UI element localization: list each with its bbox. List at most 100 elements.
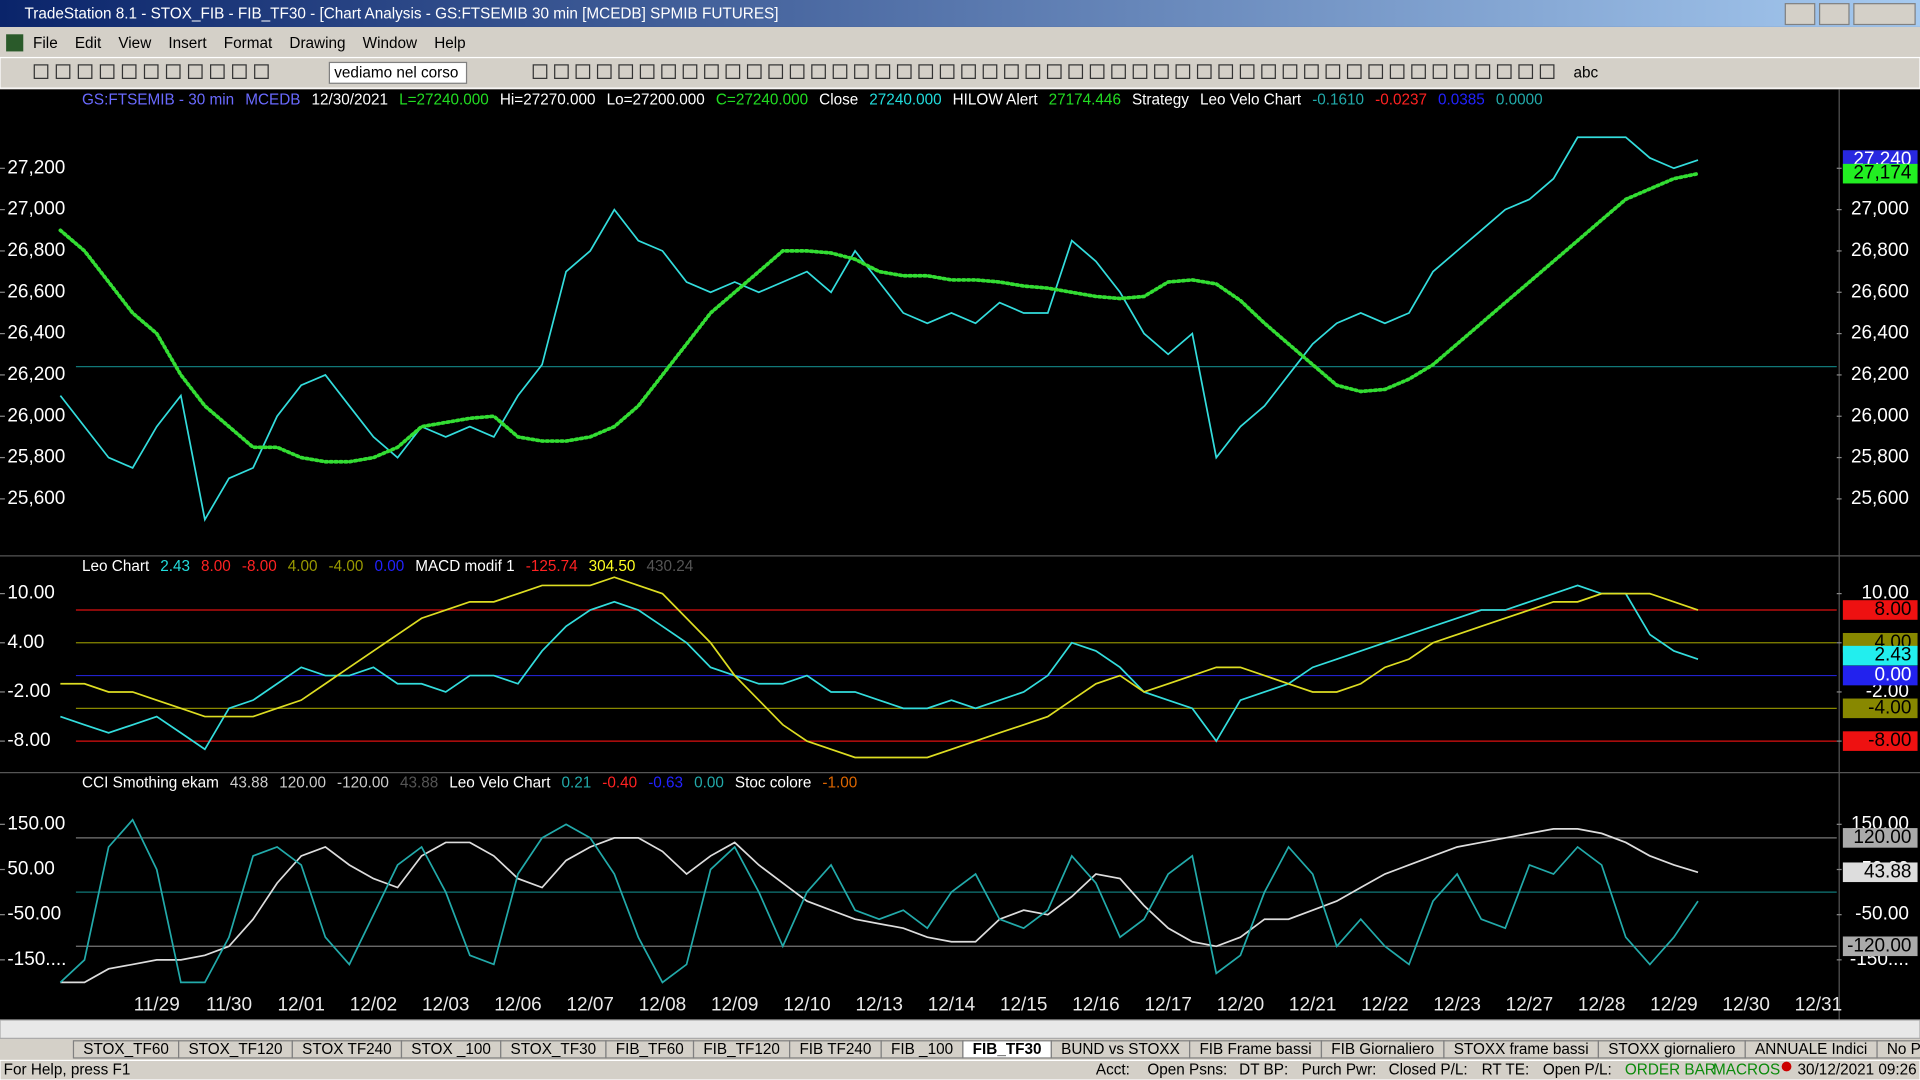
toolbar-button[interactable] [639, 64, 655, 79]
toolbar-button[interactable] [682, 64, 698, 79]
toolbar-button[interactable] [896, 64, 912, 79]
toolbar-button[interactable] [1496, 64, 1512, 79]
pane-legend: 0.21 [561, 775, 591, 792]
pane-legend: 0.00 [694, 775, 724, 792]
toolbar-button[interactable] [746, 64, 762, 79]
toolbar-text-tool[interactable]: abc [1573, 65, 1598, 82]
last-value-box [1842, 665, 1918, 686]
pane-legend: -8.00 [242, 558, 277, 575]
last-value-label: -120.00 [1847, 935, 1911, 956]
toolbar-button[interactable] [77, 64, 93, 79]
toolbar-button[interactable] [854, 64, 869, 79]
toolbar-combo[interactable] [328, 61, 468, 84]
toolbar-button[interactable] [1132, 64, 1148, 79]
toolbar-button[interactable] [596, 64, 612, 79]
menu-item[interactable]: Insert [168, 35, 207, 52]
x-tick-label: 12/07 [566, 994, 613, 1015]
toolbar-button[interactable] [187, 64, 203, 79]
toolbar-button[interactable] [143, 64, 159, 79]
toolbar-button[interactable] [1539, 64, 1555, 79]
menu-item[interactable]: Format [224, 35, 273, 52]
scrollbar[interactable] [0, 1019, 1920, 1039]
maximize-button[interactable] [1818, 3, 1850, 26]
toolbar-button[interactable] [121, 64, 137, 79]
macros[interactable]: MACROS [1713, 1061, 1780, 1078]
toolbar-button[interactable] [532, 64, 548, 79]
toolbar-button[interactable] [918, 64, 934, 79]
toolbar-button[interactable] [1325, 64, 1341, 79]
toolbar-button[interactable] [165, 64, 181, 79]
toolbar-button[interactable] [1111, 64, 1126, 79]
toolbar-button[interactable] [1368, 64, 1384, 79]
toolbar-button[interactable] [982, 64, 998, 79]
toolbar-button[interactable] [554, 64, 569, 79]
tab[interactable] [1876, 1040, 1920, 1059]
tab-label: STOX_TF30 [511, 1041, 597, 1058]
toolbar-button[interactable] [33, 64, 49, 79]
y-tick-label: 26,200 [1851, 364, 1909, 385]
pane-legend: -0.0237 [1375, 91, 1427, 108]
menu-item[interactable]: Help [434, 35, 465, 52]
toolbar-button[interactable] [725, 64, 741, 79]
toolbar-button[interactable] [789, 64, 805, 79]
toolbar-button[interactable] [832, 64, 848, 79]
order-bar[interactable]: ORDER BAR [1625, 1061, 1716, 1078]
x-tick-label: 12/27 [1506, 994, 1553, 1015]
toolbar-button[interactable] [55, 64, 71, 79]
toolbar-button[interactable] [618, 64, 634, 79]
status-field: Acct: [1096, 1061, 1130, 1078]
toolbar-button[interactable] [961, 64, 976, 79]
toolbar-button[interactable] [1261, 64, 1276, 79]
toolbar-button[interactable] [232, 64, 247, 79]
status-bar [0, 1059, 1920, 1080]
menu-item[interactable]: View [118, 35, 152, 52]
toolbar-button[interactable] [1239, 64, 1255, 79]
pane-legend: Close [819, 91, 858, 108]
toolbar-button[interactable] [1518, 64, 1534, 79]
toolbar-button[interactable] [210, 64, 225, 79]
minimize-button[interactable] [1784, 3, 1816, 26]
pane-legend: Stoc colore [735, 775, 812, 792]
toolbar-button[interactable] [1282, 64, 1298, 79]
toolbar-button[interactable] [811, 64, 826, 79]
toolbar-button[interactable] [99, 64, 115, 79]
toolbar-button[interactable] [1196, 64, 1212, 79]
tab-label: FIB TF240 [799, 1041, 871, 1058]
toolbar-button[interactable] [1454, 64, 1469, 79]
toolbar-button[interactable] [1346, 64, 1362, 79]
menu-item[interactable]: File [33, 35, 58, 52]
toolbar-button[interactable] [1218, 64, 1234, 79]
toolbar-button[interactable] [1389, 64, 1405, 79]
menu-item[interactable]: Window [363, 35, 418, 52]
toolbar-button[interactable] [1068, 64, 1084, 79]
toolbar-button[interactable] [939, 64, 955, 79]
toolbar-button[interactable] [768, 64, 784, 79]
y-tick-label: 26,800 [7, 240, 65, 261]
toolbar-button[interactable] [1046, 64, 1062, 79]
title-bar-shade [0, 0, 1920, 27]
close-button[interactable] [1853, 3, 1916, 26]
menu-item[interactable]: Edit [75, 35, 102, 52]
toolbar-button[interactable] [1411, 64, 1426, 79]
menu-item[interactable]: Drawing [289, 35, 345, 52]
toolbar-button[interactable] [661, 64, 676, 79]
pane-legend: 0.00 [374, 558, 404, 575]
status-field: Open Psns: [1147, 1061, 1227, 1078]
pane-legend: 27240.000 [869, 91, 941, 108]
toolbar-button[interactable] [1154, 64, 1169, 79]
toolbar-button[interactable] [1025, 64, 1041, 79]
toolbar-button[interactable] [1475, 64, 1491, 79]
toolbar-button[interactable] [704, 64, 719, 79]
toolbar-button[interactable] [875, 64, 891, 79]
toolbar-button[interactable] [1175, 64, 1191, 79]
toolbar-button[interactable] [254, 64, 269, 79]
toolbar-button[interactable] [1432, 64, 1448, 79]
tab-label: FIB _100 [891, 1041, 953, 1058]
toolbar-button[interactable] [575, 64, 591, 79]
app-icon [6, 34, 24, 52]
toolbar-button[interactable] [1004, 64, 1019, 79]
toolbar-button[interactable] [1304, 64, 1319, 79]
toolbar-button[interactable] [1089, 64, 1105, 79]
pane-legend: 43.88 [400, 775, 438, 792]
tab-label: No PREZZI [1887, 1041, 1920, 1058]
